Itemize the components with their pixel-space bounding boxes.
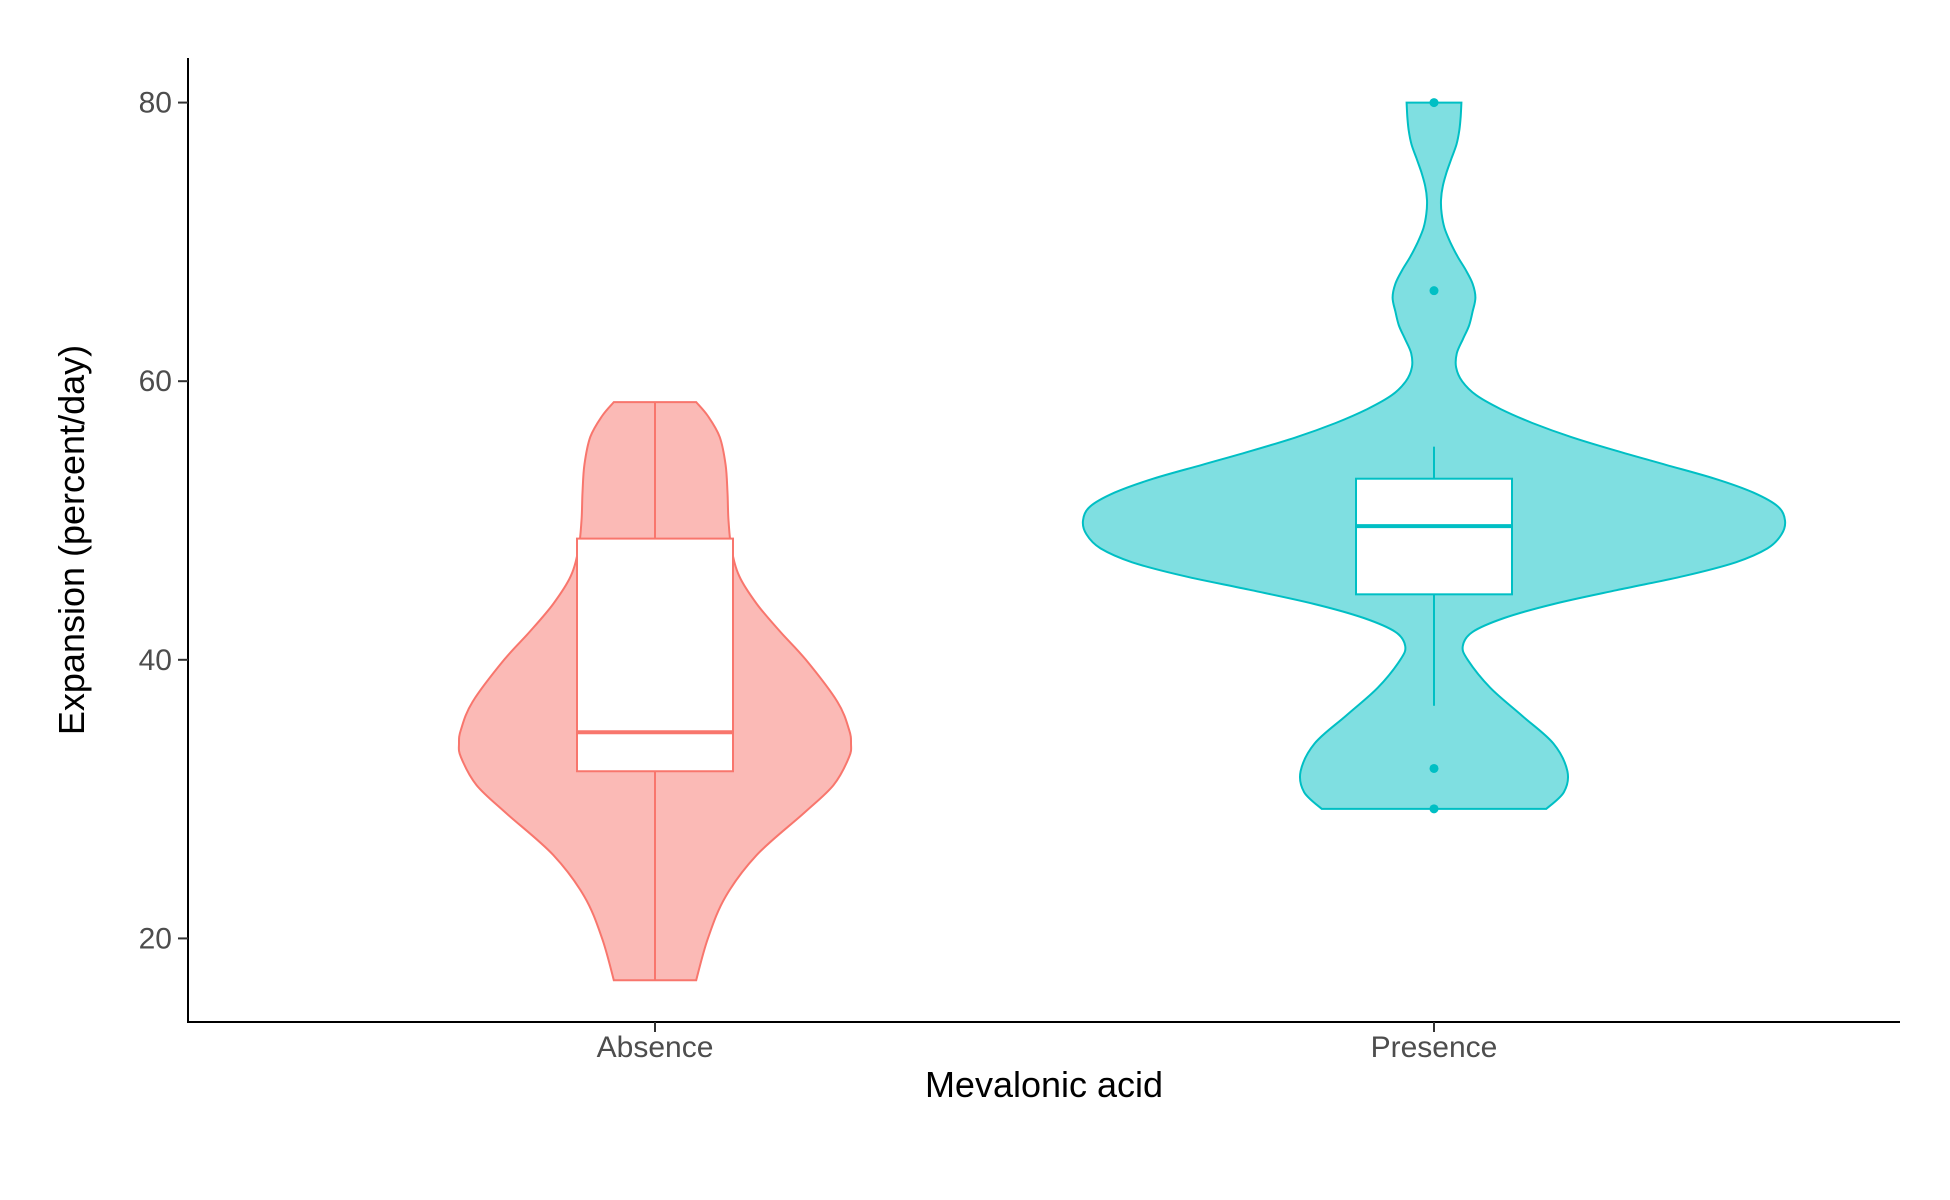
x-axis-ticks: Absence Presence <box>597 1022 1498 1064</box>
outlier-point <box>1429 286 1439 296</box>
box-absence <box>576 537 734 773</box>
x-axis-title: Mevalonic acid <box>925 1064 1163 1105</box>
x-tick-label: Absence <box>597 1031 714 1064</box>
boxplots <box>576 402 1513 981</box>
y-axis-ticks: 20 40 60 80 <box>139 87 188 955</box>
y-tick-label: 40 <box>139 644 172 677</box>
y-tick-label: 60 <box>139 365 172 398</box>
x-tick-label: Presence <box>1371 1031 1498 1064</box>
outlier-point <box>1429 763 1439 773</box>
y-tick-label: 80 <box>139 87 172 120</box>
outlier-point <box>1429 98 1439 108</box>
outlier-points <box>1429 98 1439 814</box>
outlier-point <box>1429 804 1439 814</box>
y-tick-label: 20 <box>139 922 172 955</box>
y-axis-title: Expansion (percent/day) <box>51 345 92 735</box>
box-presence <box>1355 477 1513 596</box>
